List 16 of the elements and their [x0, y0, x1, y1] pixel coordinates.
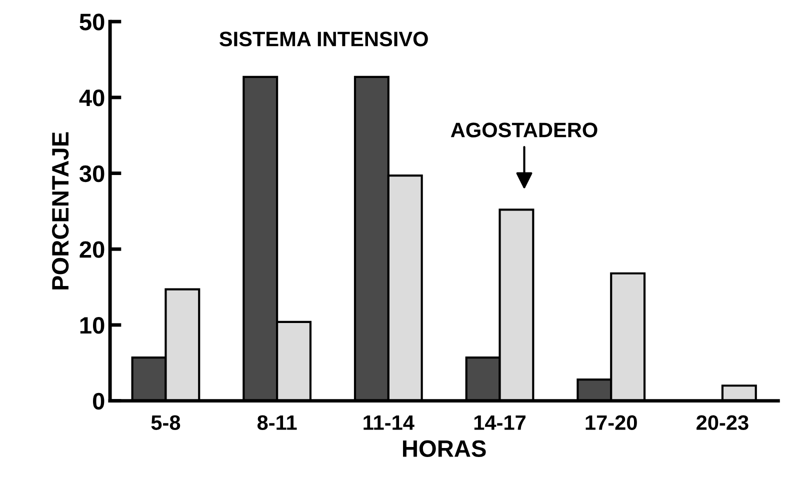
- y-tick-label: 50: [80, 14, 104, 30]
- annotation: AGOSTADERO: [450, 122, 598, 138]
- annotation: SISTEMA INTENSIVO: [219, 32, 428, 46]
- y-tick-label: 30: [79, 165, 104, 182]
- x-tick-label: 17-20: [586, 415, 637, 430]
- x-tick-label: 20-23: [696, 415, 748, 430]
- y-tick-label: 10: [80, 317, 104, 334]
- y-tick-label: 20: [80, 241, 104, 258]
- x-axis-title: HORAS: [403, 440, 486, 458]
- x-tick-label: 11-14: [364, 415, 414, 430]
- x-tick-label: 14-17: [474, 415, 526, 430]
- x-tick-label: 8-11: [257, 415, 297, 430]
- y-axis-title: PORCENTAJE: [52, 132, 69, 290]
- y-tick-label: 0: [92, 392, 104, 410]
- y-tick-label: 40: [79, 90, 104, 106]
- x-tick-label: 5-8: [151, 415, 180, 430]
